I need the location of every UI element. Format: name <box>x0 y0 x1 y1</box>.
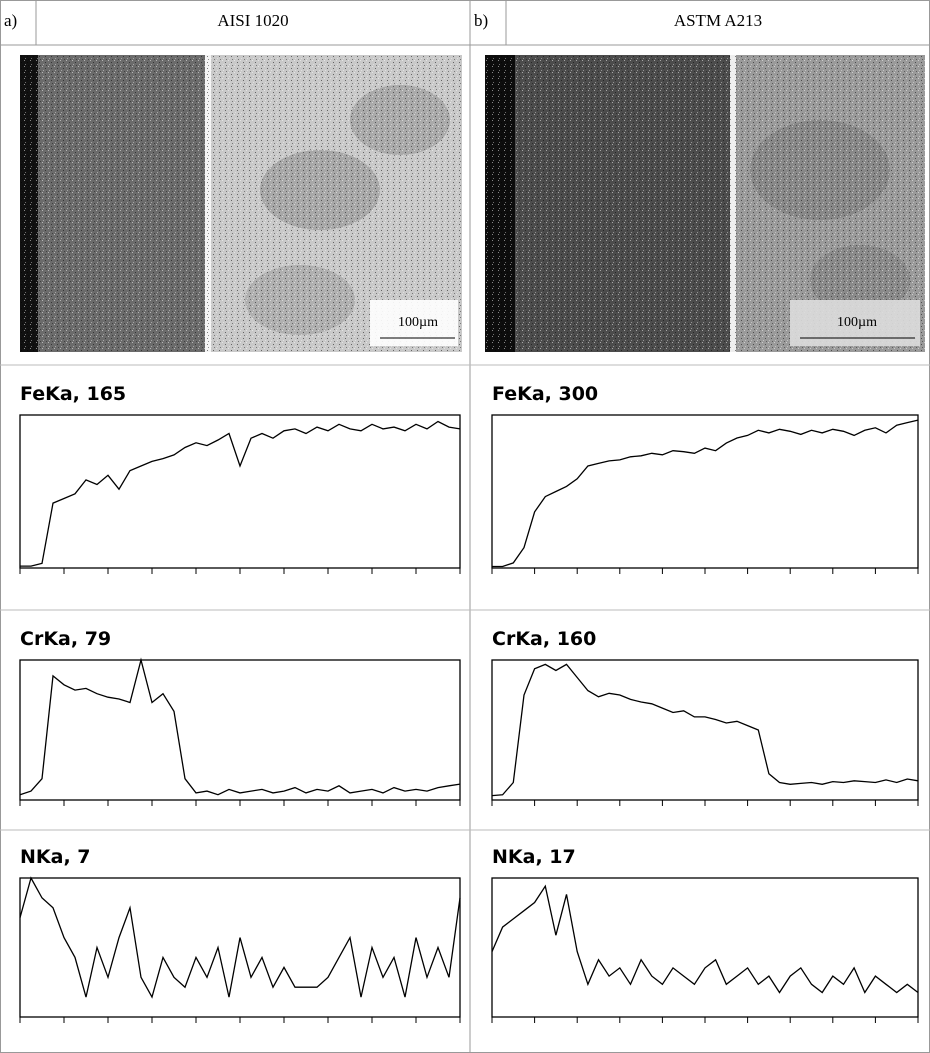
panel-label: a) <box>4 11 17 30</box>
scale-bar-label: 100µm <box>398 315 438 330</box>
panel-title: ASTM A213 <box>674 11 762 30</box>
scale-bar-label: 100µm <box>837 315 877 330</box>
chart-title: CrKa, 79 <box>20 628 111 650</box>
data-line <box>491 663 919 797</box>
chart-title: CrKa, 160 <box>492 628 596 650</box>
data-line <box>491 884 919 994</box>
panel-label: b) <box>474 11 488 30</box>
data-line <box>492 419 919 568</box>
chart-title: FeKa, 300 <box>492 383 598 405</box>
panel-title: AISI 1020 <box>217 11 288 30</box>
plot-frame <box>19 414 461 569</box>
data-line <box>20 420 461 567</box>
data-line <box>19 876 461 999</box>
micrograph: 100µm <box>20 55 462 352</box>
chart-title: FeKa, 165 <box>20 383 126 405</box>
plot-frame <box>491 659 919 801</box>
data-line <box>19 657 461 796</box>
chart-title: NKa, 7 <box>20 846 91 868</box>
micrograph: 100µm <box>485 55 925 352</box>
chart-title: NKa, 17 <box>492 846 576 868</box>
plot-frame <box>491 877 919 1018</box>
plot-frame <box>19 659 461 801</box>
